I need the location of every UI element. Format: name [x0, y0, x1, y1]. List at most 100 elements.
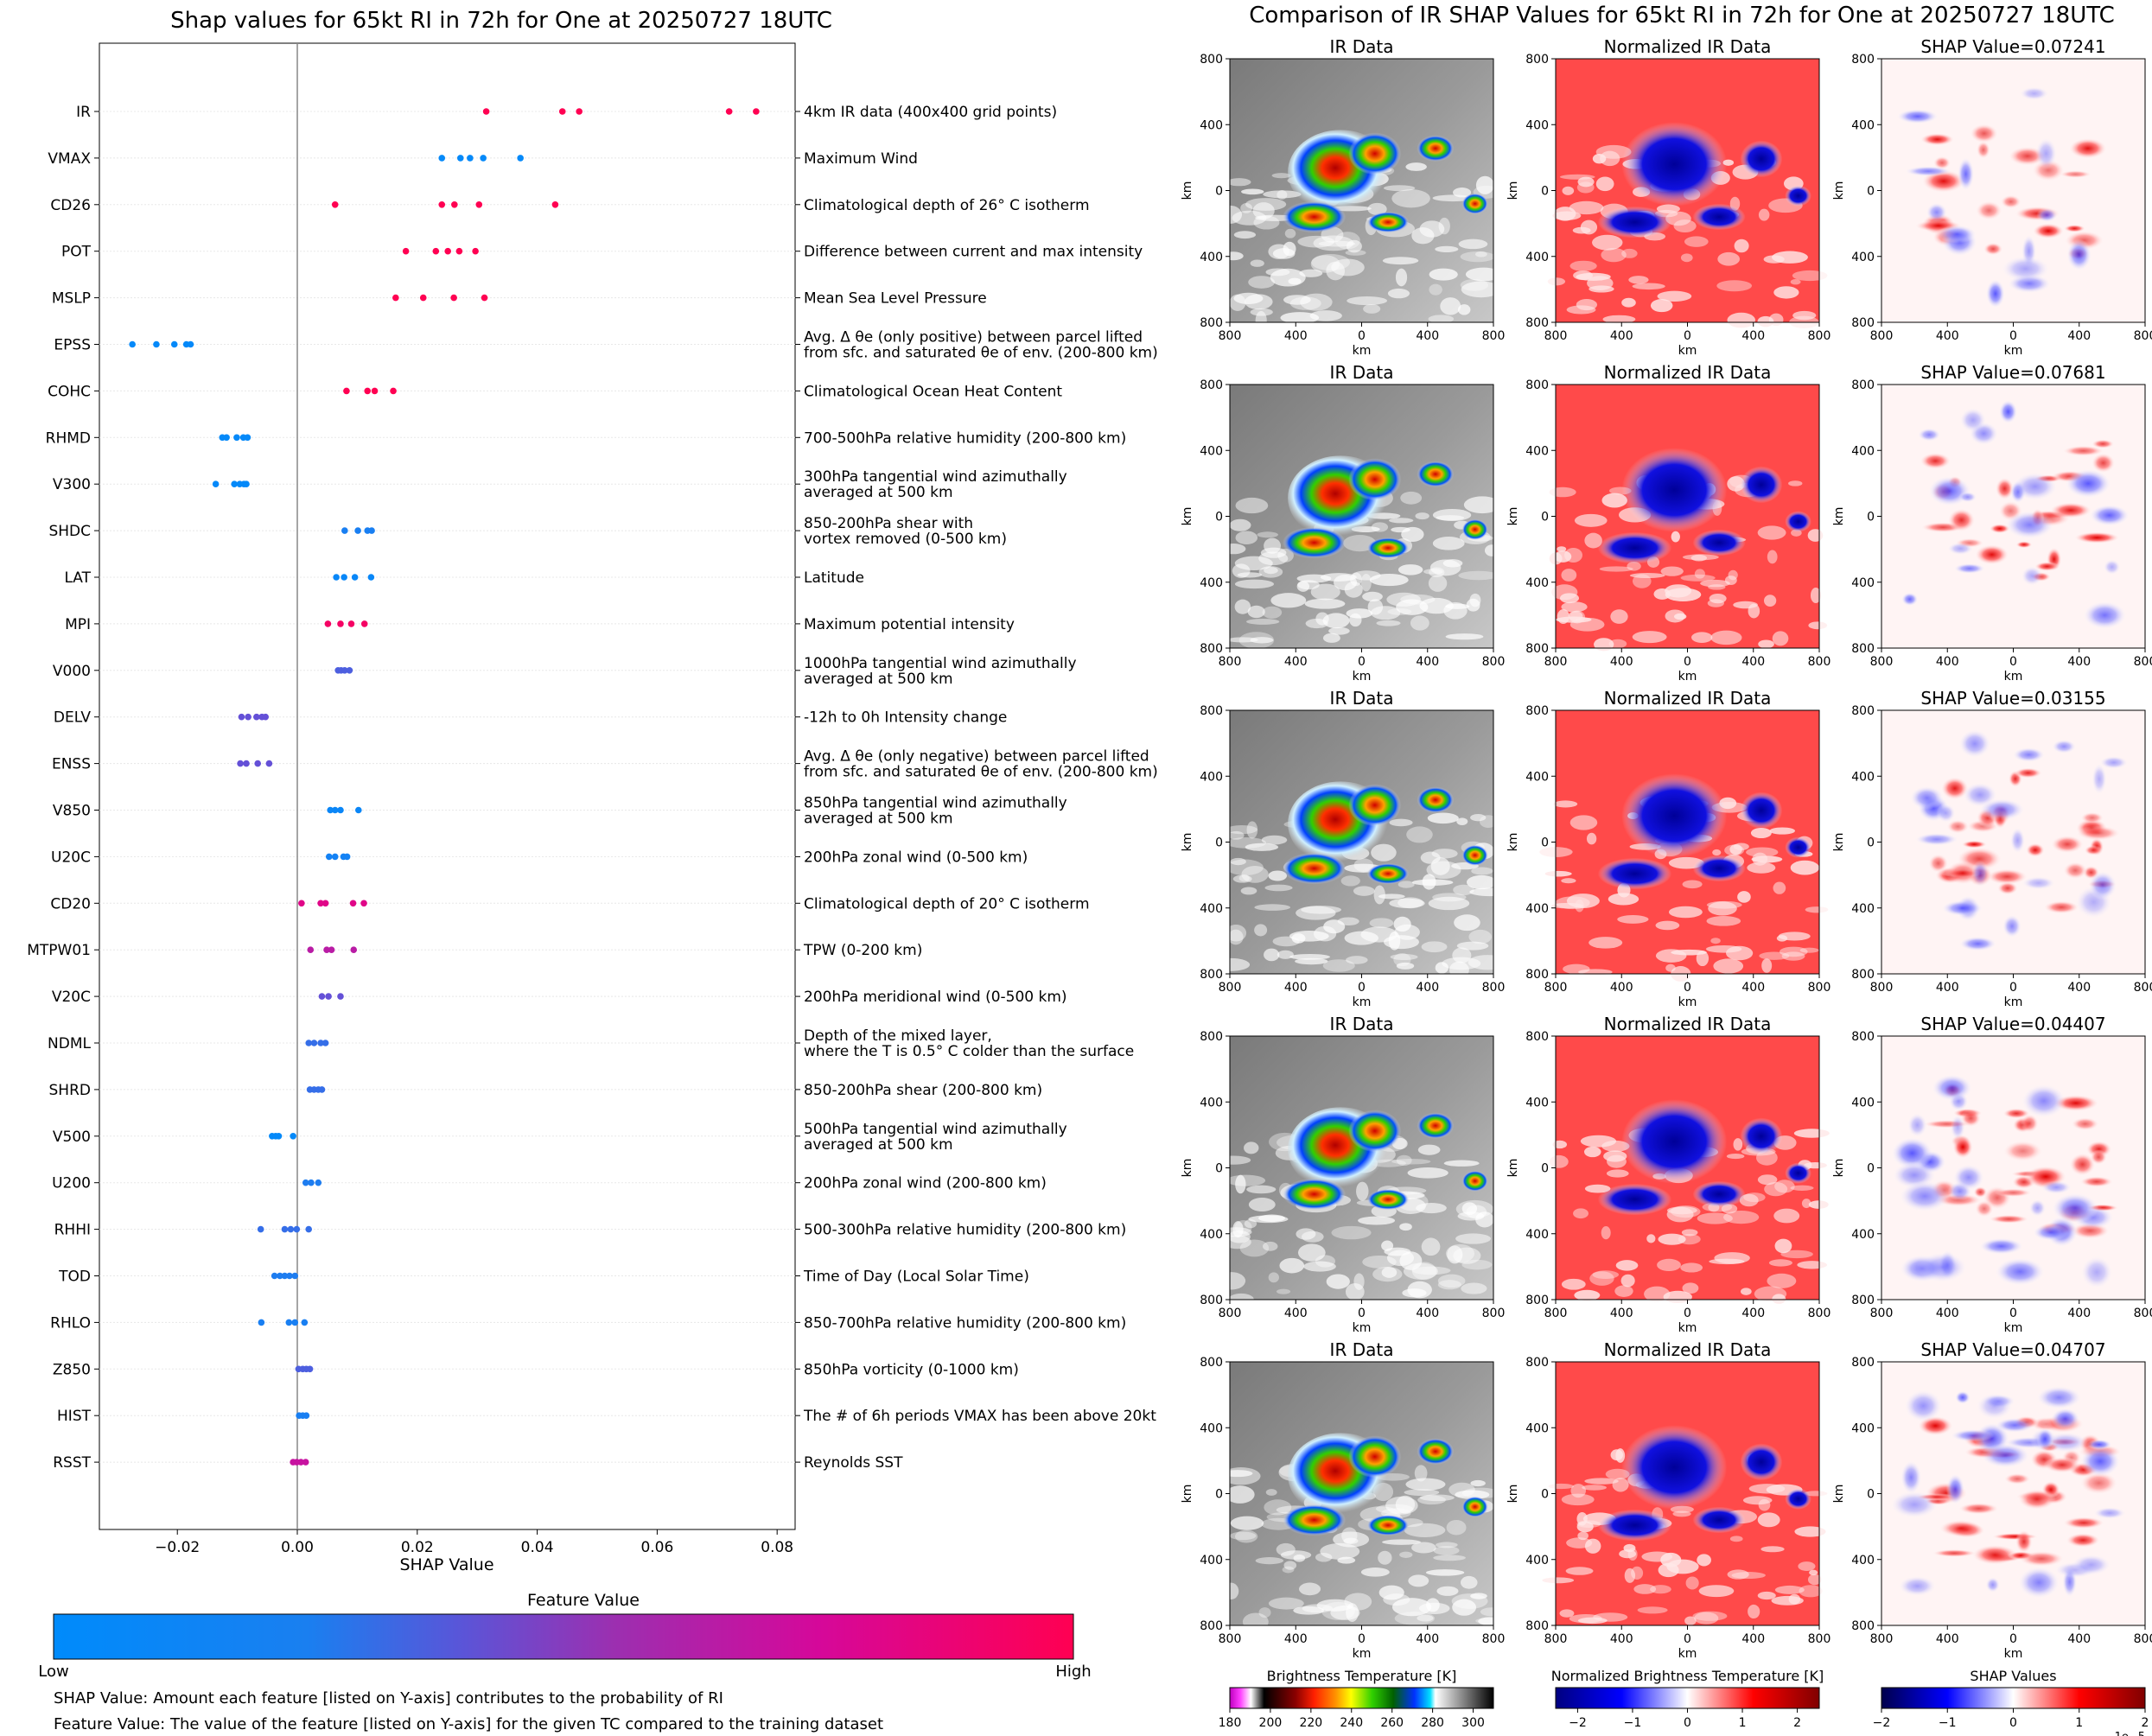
norm-streak: [1657, 290, 1692, 302]
shap-point: [475, 201, 483, 208]
shap-positive-region: [1932, 156, 1951, 170]
norm-streak: [1633, 1584, 1657, 1594]
cloud-streak: [1226, 825, 1257, 835]
cloud-streak: [1322, 959, 1355, 972]
shap-negative-region: [1998, 399, 2018, 424]
cloud-streak: [1264, 948, 1280, 962]
cloud-streak: [1264, 884, 1293, 892]
norm-streak: [1780, 1250, 1813, 1259]
panel-x-tick-label: 800: [1808, 981, 1831, 995]
shap-point: [368, 527, 375, 534]
cloud-streak: [1429, 268, 1458, 281]
panel-x-tick-label: 800: [1870, 1307, 1894, 1320]
norm-streak: [1726, 945, 1754, 961]
cloud-streak: [1296, 1228, 1316, 1240]
shap-positive-region: [1940, 776, 1970, 800]
feature-desc-u20c: 200hPa zonal wind (0-500 km): [804, 849, 1028, 866]
panel-x-label: km: [2004, 344, 2023, 358]
shap-point: [517, 155, 524, 162]
convective-cluster: [1461, 1496, 1488, 1517]
shap-point: [308, 1179, 315, 1186]
panel-x-tick-label: 0: [1358, 655, 1366, 669]
norm-streak: [1678, 1234, 1701, 1245]
feature-desc-mpi: Maximum potential intensity: [804, 616, 1015, 633]
panel-y-tick-label: 800: [1525, 1294, 1549, 1307]
shap-point: [318, 1086, 326, 1093]
norm-streak: [1790, 860, 1820, 875]
cloud-streak: [1263, 1241, 1278, 1251]
norm-streak: [1694, 569, 1705, 579]
panel-x-label: km: [1353, 1647, 1372, 1661]
colorbar-tick-label: 1: [1739, 1716, 1747, 1730]
panel-x-tick-label: 0: [1358, 1307, 1366, 1320]
norm-streak: [1798, 1561, 1816, 1571]
colorbar-tick-label: 280: [1421, 1716, 1444, 1730]
norm-streak: [1666, 1206, 1694, 1223]
cloud-streak: [1469, 593, 1481, 607]
panel-y-label: km: [1506, 833, 1520, 852]
norm-streak: [1655, 920, 1680, 931]
cloud-streak: [1276, 1288, 1291, 1294]
shap-point: [364, 387, 372, 395]
cloud-streak: [1451, 1593, 1488, 1609]
cloud-streak: [1453, 884, 1474, 896]
norm-streak: [1577, 176, 1595, 188]
colorbar-tick-label: −2: [1569, 1716, 1587, 1730]
shap-negative-region: [2009, 827, 2026, 854]
shap-positive-region: [2080, 811, 2104, 824]
panel-x-tick-label: 0: [1358, 329, 1366, 343]
shap-negative-region: [2001, 255, 2050, 283]
norm-cold-band: [1692, 1506, 1746, 1534]
panel-x-tick-label: 400: [2067, 1632, 2091, 1646]
shap-positive-region: [2020, 1114, 2039, 1133]
cloud-streak: [1475, 1618, 1500, 1625]
shap-point: [392, 294, 399, 302]
norm-cold-band: [1740, 466, 1783, 504]
shap-point: [390, 387, 397, 395]
norm-streak: [1576, 1511, 1588, 1526]
feature-name-ndml: NDML: [48, 1035, 91, 1052]
norm-streak: [1553, 800, 1578, 808]
shap-negative-region: [1950, 1428, 1995, 1442]
shap-positive-region: [2062, 445, 2104, 457]
x-axis-label: SHAP Value: [399, 1555, 493, 1574]
shap-point: [558, 108, 566, 115]
panel-y-tick-label: 400: [1525, 902, 1549, 916]
panel-x-tick-label: 400: [1416, 329, 1439, 343]
norm-streak: [1788, 1593, 1801, 1605]
panel-y-label: km: [1506, 181, 1520, 200]
panel-y-tick-label: 400: [1851, 444, 1875, 458]
norm-streak: [1684, 1616, 1697, 1625]
colorbar-tick-label: −2: [1873, 1716, 1891, 1730]
cloud-streak: [1272, 248, 1296, 259]
shap-point: [331, 853, 339, 861]
shap-point: [293, 1225, 301, 1233]
shap-negative-region: [2036, 1385, 2082, 1409]
cloud-streak: [1376, 620, 1401, 626]
cloud-streak: [1245, 618, 1280, 625]
convective-cluster: [1461, 1170, 1488, 1192]
shap-point: [481, 294, 488, 302]
panel-x-tick-label: 800: [1870, 655, 1894, 669]
shap-negative-region: [1890, 1491, 1939, 1518]
panel-y-tick-label: 800: [1200, 1619, 1223, 1633]
shap-points: [129, 108, 760, 1466]
shap-negative-region: [1917, 428, 1941, 442]
shap-positive-region: [1952, 1135, 1974, 1159]
cloud-streak: [1428, 896, 1470, 911]
panel-r5-c2: Normalized IR Data8008004004000040040080…: [1506, 1339, 1830, 1661]
cloud-streak: [1215, 1155, 1251, 1165]
cloud-streak: [1291, 933, 1306, 944]
cloud-streak: [1225, 1485, 1255, 1504]
cloud-streak: [1417, 1614, 1434, 1622]
cloud-streak: [1248, 276, 1276, 289]
cloud-streak: [1393, 916, 1411, 932]
panel-y-tick-label: 0: [1867, 836, 1875, 850]
norm-streak: [1582, 1485, 1607, 1491]
convective-cluster: [1417, 1112, 1455, 1139]
shap-positive-region: [2075, 825, 2121, 841]
shap-negative-region: [1954, 1390, 1971, 1405]
cloud-streak: [1461, 281, 1501, 298]
norm-streak: [1573, 1208, 1589, 1219]
